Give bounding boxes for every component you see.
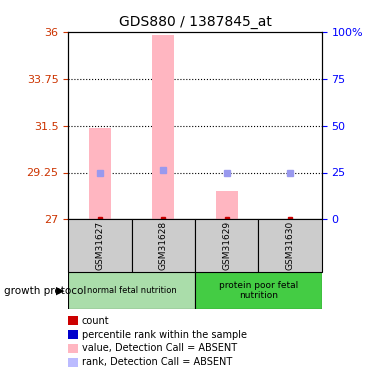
Text: ▶: ▶ xyxy=(56,286,65,296)
Text: GSM31628: GSM31628 xyxy=(159,221,168,270)
Bar xyxy=(195,272,322,309)
Bar xyxy=(258,219,322,272)
Text: GSM31630: GSM31630 xyxy=(285,221,294,270)
Bar xyxy=(68,272,195,309)
Text: count: count xyxy=(82,316,110,326)
Title: GDS880 / 1387845_at: GDS880 / 1387845_at xyxy=(119,15,271,30)
Text: rank, Detection Call = ABSENT: rank, Detection Call = ABSENT xyxy=(82,357,232,367)
Bar xyxy=(68,219,132,272)
Bar xyxy=(89,128,111,219)
Text: GSM31627: GSM31627 xyxy=(96,221,105,270)
Bar xyxy=(152,35,174,219)
Text: normal fetal nutrition: normal fetal nutrition xyxy=(87,286,177,295)
Text: value, Detection Call = ABSENT: value, Detection Call = ABSENT xyxy=(82,344,237,353)
Bar xyxy=(216,191,238,219)
Bar xyxy=(132,219,195,272)
Bar xyxy=(195,219,258,272)
Text: percentile rank within the sample: percentile rank within the sample xyxy=(82,330,247,339)
Text: GSM31629: GSM31629 xyxy=(222,221,231,270)
Text: protein poor fetal
nutrition: protein poor fetal nutrition xyxy=(219,281,298,300)
Text: growth protocol: growth protocol xyxy=(4,286,86,296)
